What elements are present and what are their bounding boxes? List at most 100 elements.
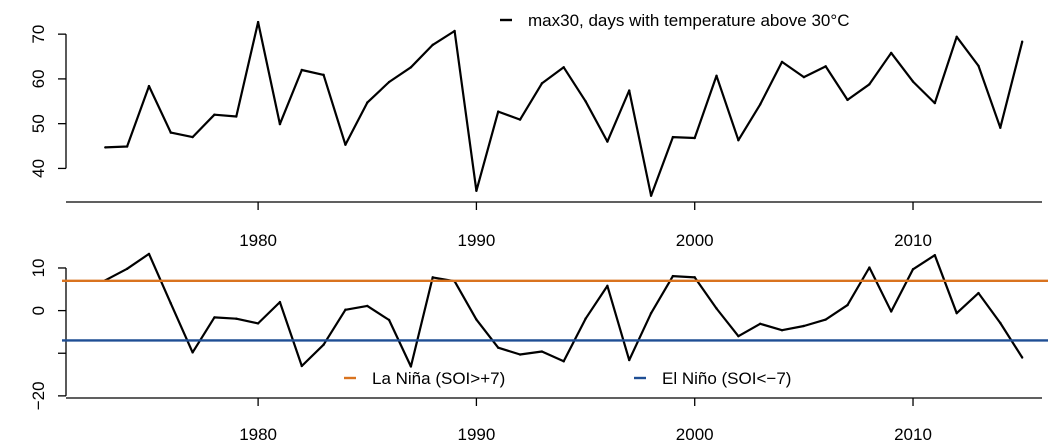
- data-point: [977, 64, 980, 68]
- data-point: [125, 145, 129, 148]
- data-point: [300, 364, 303, 368]
- data-point: [497, 110, 500, 113]
- data-point: [846, 98, 849, 102]
- data-point: [977, 291, 980, 295]
- data-point: [933, 253, 937, 257]
- data-point: [649, 311, 653, 315]
- data-point: [737, 139, 740, 142]
- data-point: [802, 324, 806, 328]
- legend-label: La Niña (SOI>+7): [372, 369, 505, 388]
- data-point: [802, 75, 806, 79]
- data-point: [409, 365, 413, 368]
- y-tick-label: 60: [29, 69, 48, 88]
- data-point: [868, 83, 871, 86]
- data-point: [322, 73, 325, 77]
- data-point: [213, 316, 216, 319]
- data-point: [278, 300, 282, 304]
- series-line: [104, 252, 1024, 368]
- data-point: [824, 65, 827, 68]
- data-point: [104, 146, 107, 149]
- data-point: [671, 274, 675, 278]
- data-point: [606, 284, 609, 288]
- data-point: [366, 304, 369, 308]
- data-point: [169, 131, 172, 134]
- data-point: [475, 318, 478, 321]
- data-point: [344, 308, 347, 311]
- y-tick-label: 40: [29, 159, 48, 178]
- y-tick-label: 10: [29, 259, 48, 278]
- data-point: [562, 360, 565, 363]
- data-point: [824, 318, 827, 321]
- data-point: [562, 66, 565, 69]
- x-tick-label: 1980: [239, 231, 277, 250]
- data-point: [431, 43, 434, 47]
- data-point: [955, 311, 958, 315]
- series-line: [105, 21, 1024, 197]
- data-point: [518, 353, 522, 356]
- data-point: [518, 118, 522, 121]
- legend-label: El Niño (SOI<−7): [662, 369, 791, 388]
- data-point: [911, 80, 915, 83]
- data-point: [147, 252, 151, 256]
- data-point: [213, 113, 216, 116]
- data-point: [366, 101, 369, 104]
- data-point: [715, 307, 718, 310]
- x-tick-label: 2000: [676, 425, 714, 444]
- x-tick-label: 2010: [894, 231, 932, 250]
- panel-soi: 1980 1990 2000 2010 −20 0 10 La Niña (SOI>+7) El…: [29, 252, 1048, 444]
- data-point: [955, 35, 958, 39]
- data-point: [671, 135, 675, 139]
- data-point: [147, 84, 151, 88]
- data-point: [693, 276, 696, 279]
- data-point: [606, 140, 609, 143]
- data-point: [889, 51, 893, 55]
- data-point: [278, 122, 282, 126]
- y-tick-label: 50: [29, 114, 48, 133]
- data-point: [256, 322, 260, 325]
- data-point: [780, 329, 784, 332]
- data-point: [846, 303, 849, 307]
- data-point: [737, 334, 740, 338]
- legend-label: max30, days with temperature above 30°C: [528, 11, 849, 30]
- y-tick-label: 70: [29, 25, 48, 44]
- data-point: [409, 66, 413, 69]
- data-point: [933, 101, 937, 105]
- x-tick-label: 2000: [676, 231, 714, 250]
- data-point: [759, 103, 762, 106]
- panel-max30: 1980 1990 2000 2010 40 50 60 70 max30, days with…: [29, 11, 1042, 250]
- data-point: [868, 266, 871, 269]
- data-point: [431, 276, 434, 279]
- data-point: [191, 351, 194, 354]
- data-point: [475, 189, 478, 193]
- data-point: [453, 29, 456, 33]
- data-point: [584, 317, 587, 320]
- x-tick-label: 1980: [239, 425, 277, 444]
- data-point: [387, 318, 391, 322]
- data-point: [628, 89, 631, 92]
- data-point: [1020, 40, 1024, 43]
- data-point: [497, 346, 500, 349]
- data-point: [540, 82, 544, 85]
- data-point: [169, 302, 172, 305]
- data-point: [125, 267, 129, 271]
- data-point: [584, 100, 587, 103]
- data-point: [628, 358, 631, 362]
- data-point: [191, 135, 194, 139]
- x-tick-label: 1990: [457, 231, 495, 250]
- data-point: [759, 322, 762, 326]
- data-point: [540, 350, 544, 353]
- data-point: [344, 143, 347, 146]
- data-point: [649, 194, 653, 197]
- data-point: [999, 321, 1002, 325]
- data-point: [693, 136, 696, 140]
- data-point: [235, 115, 238, 118]
- data-point: [387, 80, 391, 84]
- data-point: [256, 20, 260, 24]
- data-point: [322, 343, 325, 346]
- data-point: [1020, 356, 1024, 359]
- data-point: [235, 317, 238, 320]
- y-tick-label: −20: [29, 381, 48, 410]
- x-tick-label: 1990: [457, 425, 495, 444]
- data-point: [889, 310, 893, 313]
